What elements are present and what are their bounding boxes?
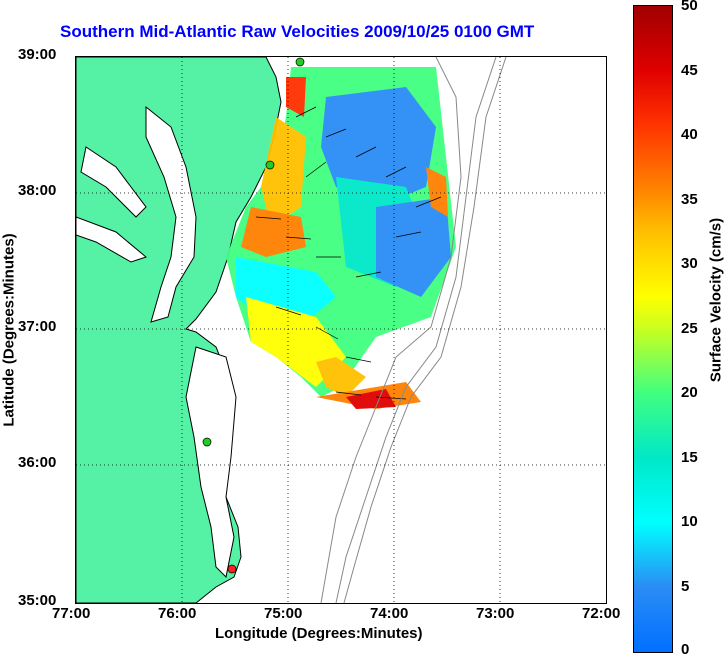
graticule: [76, 57, 606, 603]
station-marker: [295, 57, 305, 67]
y-axis-label: Latitude (Degrees:Minutes): [0, 233, 18, 427]
bay-water: [145, 105, 197, 323]
colorbar-tick: 15: [681, 449, 698, 466]
colorbar-tick: 45: [681, 62, 698, 79]
y-tick: 35:00: [18, 592, 57, 609]
velocity-field: [226, 67, 456, 409]
colorbar: [633, 5, 673, 653]
y-tick: 36:00: [18, 454, 57, 471]
x-tick: 77:00: [52, 605, 91, 622]
colorbar-tick: 20: [681, 384, 698, 401]
colorbar-label: Surface Velocity (cm/s): [707, 217, 724, 383]
station-marker: [265, 160, 275, 170]
colorbar-tick: 30: [681, 255, 698, 272]
x-tick: 76:00: [158, 605, 197, 622]
bathymetry-contours: [320, 57, 507, 603]
map-canvas: [76, 57, 606, 603]
x-tick: 73:00: [476, 605, 515, 622]
sound-water: [185, 346, 237, 579]
bay-water: [80, 146, 147, 218]
station-marker: [202, 437, 212, 447]
colorbar-tick: 0: [681, 641, 690, 658]
x-tick: 75:00: [264, 605, 303, 622]
map-title: Southern Mid-Atlantic Raw Velocities 200…: [60, 22, 535, 41]
colorbar-tick: 40: [681, 126, 698, 143]
map-plot-area[interactable]: [75, 56, 607, 604]
velocity-arrows: [255, 106, 442, 400]
y-tick: 39:00: [18, 46, 57, 63]
x-tick: 72:00: [582, 605, 621, 622]
bay-water: [76, 216, 148, 263]
x-tick: 74:00: [370, 605, 409, 622]
colorbar-tick: 5: [681, 578, 690, 595]
colorbar-tick: 25: [681, 320, 698, 337]
colorbar-tick: 35: [681, 191, 698, 208]
station-marker: [227, 564, 237, 574]
x-axis-label: Longitude (Degrees:Minutes): [215, 625, 423, 642]
y-tick: 38:00: [18, 182, 57, 199]
colorbar-tick: 10: [681, 513, 698, 530]
y-tick: 37:00: [18, 318, 57, 335]
colorbar-tick: 50: [681, 0, 698, 14]
